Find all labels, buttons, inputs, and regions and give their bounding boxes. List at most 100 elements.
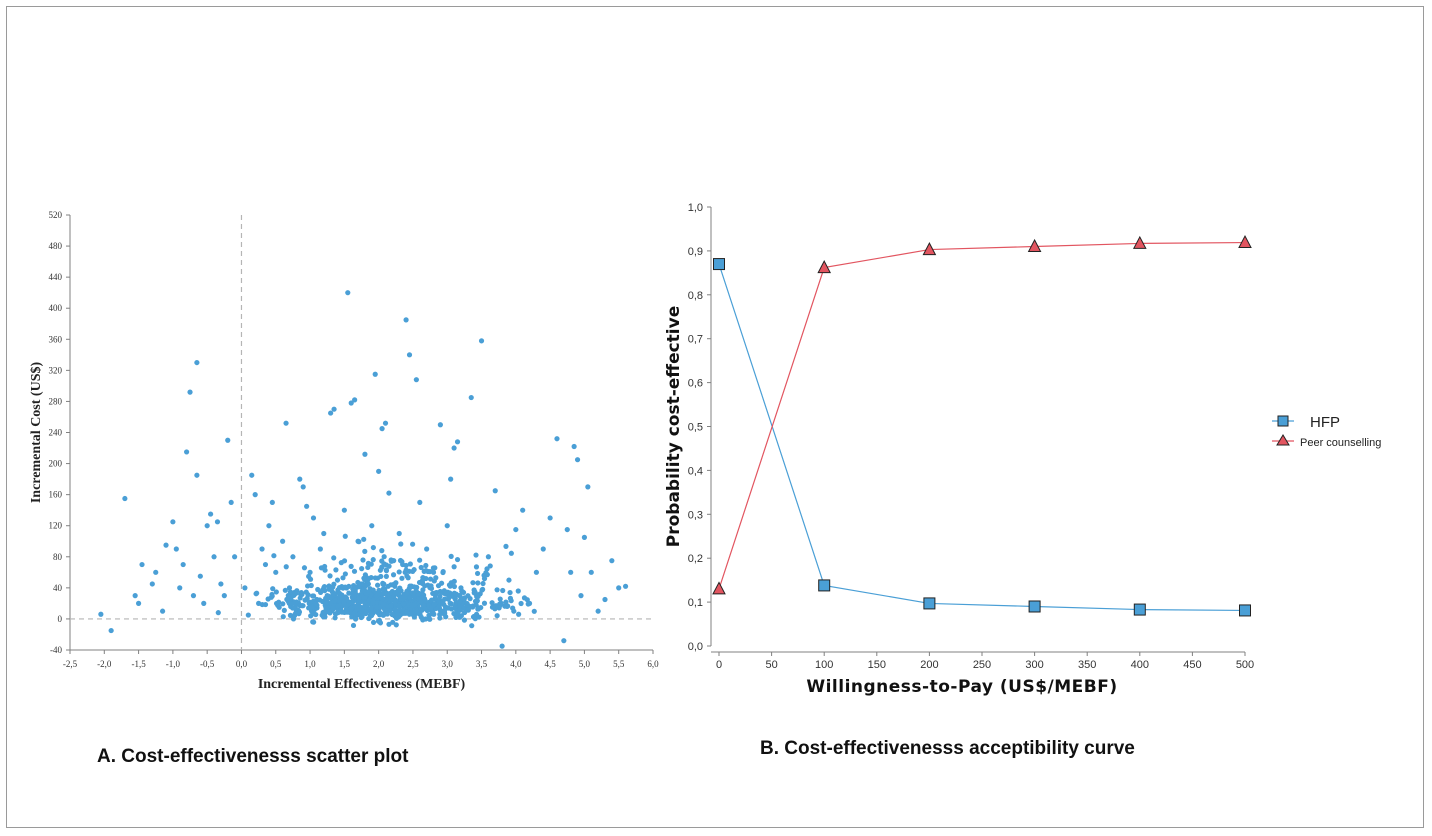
scatter-point: [352, 616, 359, 622]
scatter-point: [346, 590, 352, 596]
hfp-marker: [923, 597, 936, 610]
scatter-point: [351, 568, 358, 574]
scatter-point: [433, 575, 439, 581]
y-tick-label: 480: [49, 241, 63, 251]
scatter-point: [391, 581, 397, 587]
scatter-point: [437, 607, 444, 614]
scatter-point: [616, 585, 622, 591]
x-tick-label: 150: [868, 659, 886, 671]
scatter-point: [506, 577, 512, 583]
scatter-point: [609, 558, 615, 564]
scatter-point: [508, 550, 514, 556]
scatter-point: [270, 586, 276, 592]
scatter-point: [533, 569, 540, 575]
scatter-point: [361, 536, 367, 542]
scatter-point: [438, 580, 445, 586]
scatter-point: [494, 613, 500, 619]
scatter-point: [388, 558, 394, 564]
x-tick-label: 3,0: [442, 659, 454, 669]
y-tick-label: 160: [49, 490, 63, 500]
scatter-point: [287, 612, 294, 618]
scatter-point: [346, 600, 352, 607]
scatter-point: [561, 638, 567, 644]
scatter-point: [451, 445, 457, 451]
peer-counselling-marker: [712, 581, 726, 595]
scatter-point: [315, 586, 321, 593]
x-tick-label: 5,0: [579, 659, 591, 669]
scatter-point: [460, 589, 467, 596]
scatter-point: [323, 604, 329, 611]
scatter-point: [374, 593, 380, 599]
scatter-point: [180, 561, 186, 568]
scatter-point: [290, 554, 296, 560]
scatter-point: [417, 557, 423, 563]
scatter-point: [332, 598, 338, 604]
scatter-point: [400, 601, 407, 607]
y-tick-label: 400: [49, 303, 63, 313]
scatter-point: [399, 575, 405, 581]
scatter-point: [420, 602, 426, 608]
x-tick-label: 350: [1078, 659, 1096, 671]
scatter-point: [422, 598, 428, 604]
x-tick-label: 1,0: [304, 659, 316, 669]
scatter-point: [362, 595, 368, 601]
peer-counselling-marker: [922, 242, 937, 256]
scatter-point: [554, 436, 560, 442]
legend-peer-marker: [1276, 434, 1290, 446]
scatter-point: [323, 595, 329, 601]
scatter-point: [403, 562, 409, 569]
scatter-point: [252, 492, 258, 498]
scatter-point: [132, 593, 138, 599]
scatter-point: [283, 564, 289, 570]
scatter-point: [432, 590, 438, 596]
scatter-point: [287, 589, 293, 595]
scatter-point: [369, 523, 375, 529]
scatter-point: [348, 563, 354, 569]
scatter-point: [335, 603, 341, 609]
y-tick-label: 440: [49, 272, 63, 282]
scatter-point: [387, 590, 393, 596]
scatter-point: [301, 565, 308, 571]
scatter-point: [479, 587, 485, 593]
scatter-point: [423, 567, 429, 574]
scatter-point: [307, 569, 313, 575]
caption-a: A. Cost-effectivenesss scatter plot: [97, 746, 409, 767]
y-tick-label: 0,2: [688, 553, 703, 565]
scatter-point: [333, 567, 339, 573]
scatter-point: [334, 610, 341, 616]
y-tick-label: 280: [49, 396, 63, 406]
scatter-point: [375, 582, 381, 588]
scatter-point: [574, 457, 581, 463]
scatter-point: [518, 600, 524, 607]
scatter-point: [473, 552, 479, 558]
scatter-point: [373, 604, 380, 610]
y-tick-label: 80: [53, 552, 63, 562]
scatter-point: [386, 490, 392, 496]
scatter-point: [485, 554, 491, 560]
y-tick-label: 200: [49, 459, 63, 469]
scatter-point: [366, 588, 372, 595]
y-tick-label: 0,0: [688, 641, 703, 653]
scatter-point: [331, 406, 337, 412]
scatter-point: [310, 593, 317, 599]
scatter-point: [296, 609, 303, 615]
scatter-point: [410, 541, 416, 547]
scatter-point: [379, 595, 386, 602]
scatter-point: [388, 603, 394, 609]
scatter-point: [365, 560, 372, 566]
hfp-marker: [1028, 600, 1041, 613]
scatter-point: [622, 583, 629, 589]
scatter-point: [378, 573, 384, 580]
scatter-point: [323, 599, 329, 605]
scatter-point: [427, 616, 433, 622]
scatter-point: [190, 593, 197, 599]
scatter-point: [467, 596, 473, 602]
scatter-point: [370, 587, 376, 593]
scatter-point: [313, 601, 319, 607]
legend-hfp-label: HFP: [1310, 414, 1340, 431]
scatter-point: [571, 443, 577, 450]
scatter-point: [184, 449, 190, 455]
scatter-point: [304, 595, 310, 601]
scatter-point: [428, 585, 435, 592]
scatter-point: [225, 437, 231, 443]
